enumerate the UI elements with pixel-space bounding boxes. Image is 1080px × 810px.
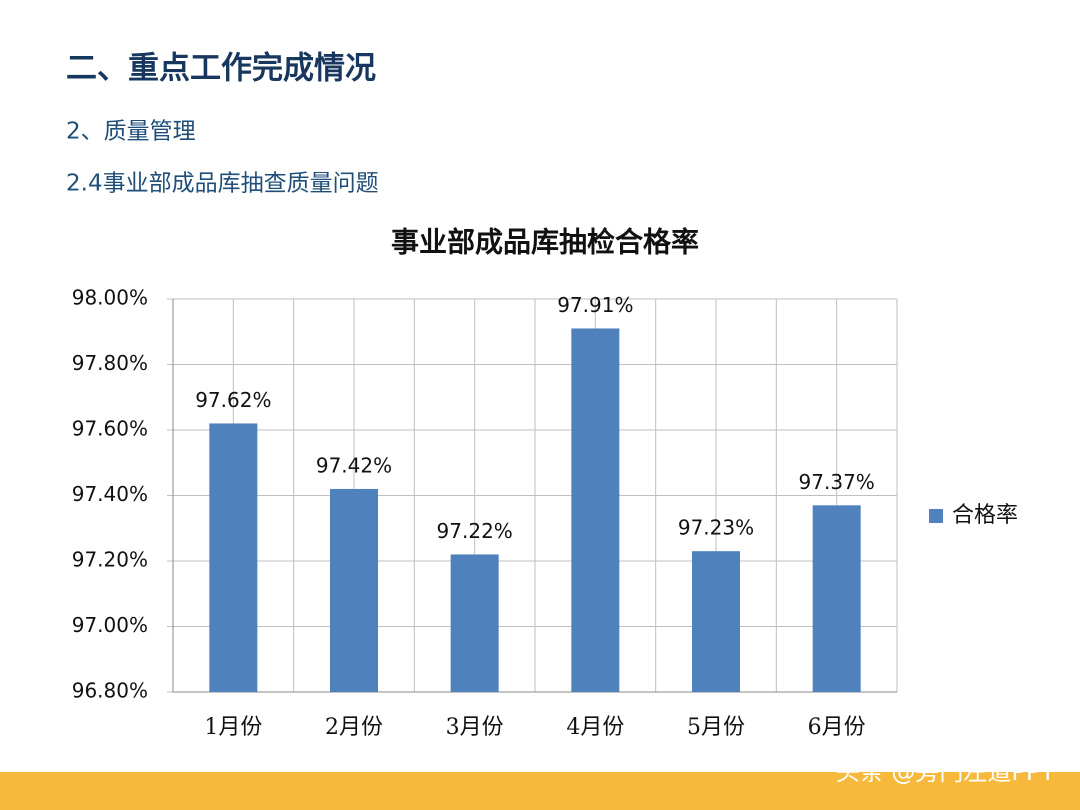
bar	[692, 551, 740, 692]
legend-swatch	[929, 509, 943, 523]
x-tick-label: 1月份	[204, 715, 262, 740]
subsection-title: 2.4事业部成品库抽查质量问题	[66, 171, 379, 197]
data-label: 97.62%	[195, 388, 271, 412]
footer-band	[0, 772, 1080, 810]
bar	[209, 423, 258, 692]
chart-title: 事业部成品库抽检合格率	[391, 226, 699, 259]
x-tick-label: 5月份	[687, 715, 745, 740]
legend-label: 合格率	[952, 503, 1018, 528]
bar	[812, 505, 861, 692]
x-tick-label: 6月份	[808, 715, 866, 740]
data-label: 97.42%	[316, 453, 392, 477]
x-tick-label: 2月份	[325, 715, 383, 740]
data-label: 97.91%	[557, 293, 633, 317]
y-tick-label: 97.60%	[72, 417, 148, 441]
y-tick-label: 97.80%	[72, 351, 148, 375]
slide-title: 二、重点工作完成情况	[66, 51, 376, 87]
section-title: 2、质量管理	[66, 119, 196, 145]
x-tick-label: 3月份	[446, 715, 504, 740]
y-tick-label: 96.80%	[72, 679, 148, 703]
watermark: 头条 @旁门左道PPT	[836, 758, 1056, 786]
data-label: 97.23%	[678, 516, 754, 540]
data-label: 97.22%	[437, 519, 513, 543]
y-tick-label: 97.40%	[72, 482, 148, 506]
x-tick-label: 4月份	[566, 715, 624, 740]
bar	[571, 328, 620, 692]
data-label: 97.37%	[799, 470, 875, 494]
bar	[450, 554, 499, 692]
y-tick-label: 97.20%	[72, 548, 148, 572]
bar	[330, 488, 378, 692]
y-tick-label: 98.00%	[72, 286, 148, 310]
y-tick-label: 97.00%	[72, 613, 148, 637]
